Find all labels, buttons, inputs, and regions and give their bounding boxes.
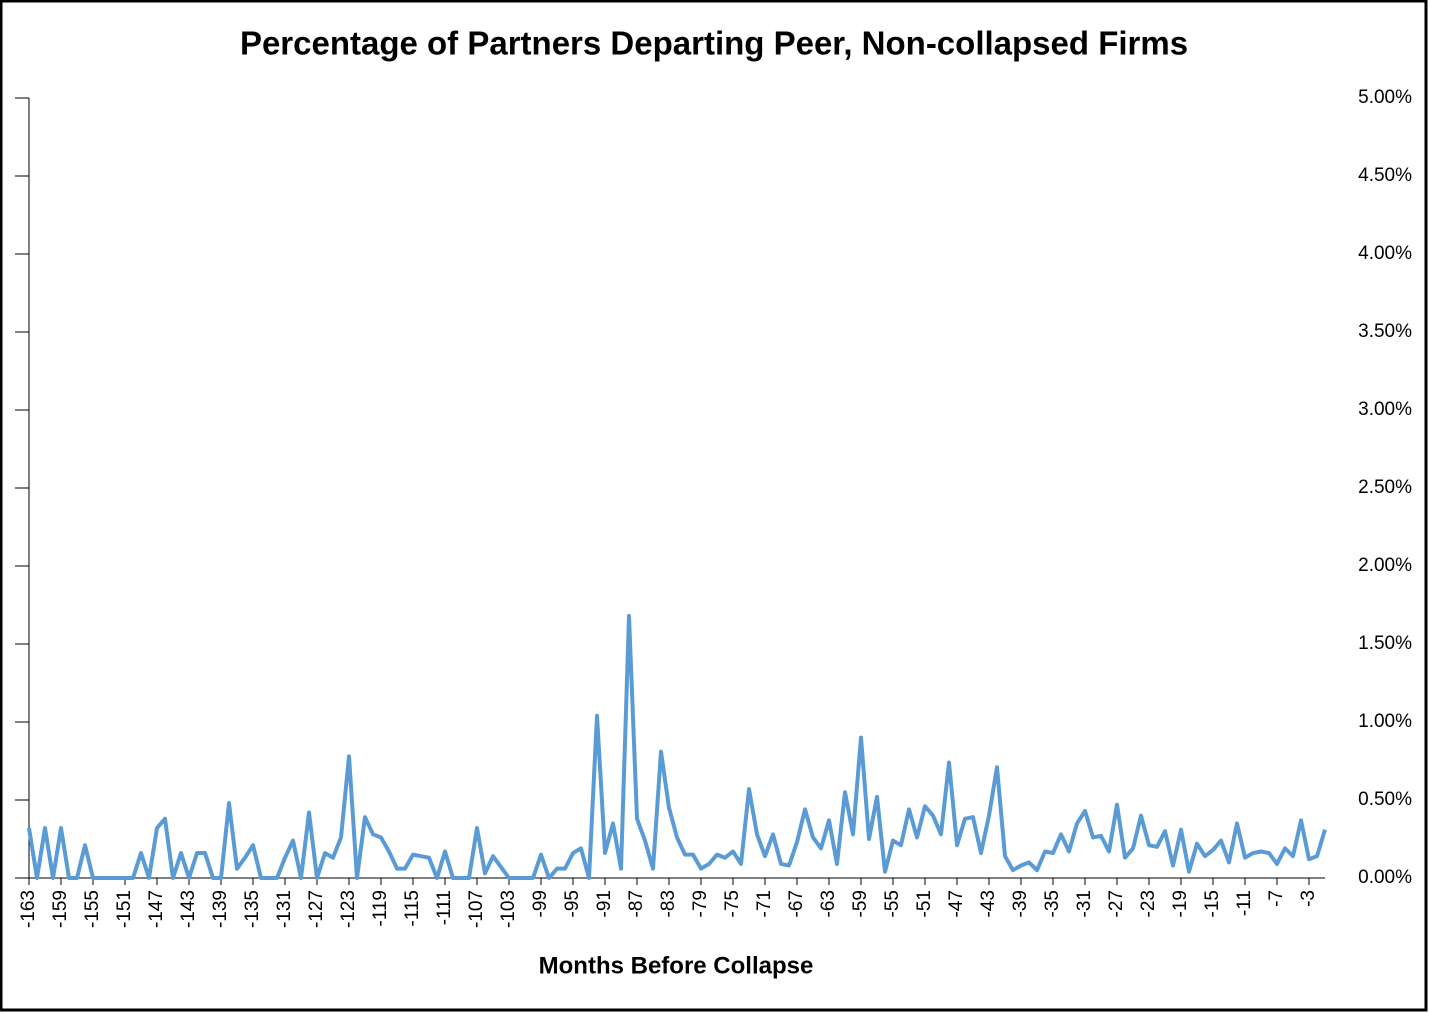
x-tick-label: -67	[786, 890, 807, 917]
x-tick-label: -35	[1042, 890, 1063, 917]
x-tick-label: -3	[1298, 890, 1319, 907]
y-tick-label: 2.00%	[1358, 555, 1412, 576]
x-tick-label: -147	[146, 890, 167, 928]
x-tick-label: -103	[498, 890, 519, 928]
x-tick-label: -75	[722, 890, 743, 917]
x-tick-label: -99	[530, 890, 551, 917]
y-tick-label: 2.50%	[1358, 477, 1412, 498]
x-tick-label: -43	[978, 890, 999, 917]
x-tick-label: -151	[114, 890, 135, 928]
x-tick-label: -119	[370, 890, 391, 927]
x-tick-label: -127	[306, 890, 327, 928]
y-tick-label: 0.00%	[1358, 867, 1412, 888]
x-tick-label: -135	[242, 890, 263, 928]
x-tick-label: -87	[626, 890, 647, 917]
x-tick-label: -27	[1106, 890, 1127, 917]
x-tick-label: -39	[1010, 890, 1031, 917]
x-tick-label: -31	[1074, 890, 1095, 917]
y-tick-label: 4.50%	[1358, 165, 1412, 186]
x-tick-label: -23	[1138, 890, 1159, 917]
y-tick-label: 3.50%	[1358, 321, 1412, 342]
x-tick-label: -11	[1234, 890, 1255, 916]
x-tick-label: -7	[1266, 890, 1287, 907]
chart-title: Percentage of Partners Departing Peer, N…	[240, 25, 1188, 62]
y-tick-label: 4.00%	[1358, 243, 1412, 264]
x-tick-label: -19	[1170, 890, 1191, 917]
x-tick-label: -163	[18, 890, 39, 928]
x-tick-label: -131	[274, 890, 295, 928]
x-tick-label: -79	[690, 890, 711, 917]
x-tick-label: -83	[658, 890, 679, 917]
x-tick-label: -63	[818, 890, 839, 917]
x-tick-label: -15	[1202, 890, 1223, 917]
x-tick-label: -47	[946, 890, 967, 917]
x-tick-label: -51	[914, 890, 935, 917]
y-tick-label: 3.00%	[1358, 399, 1412, 420]
x-tick-label: -91	[594, 890, 615, 917]
x-tick-label: -95	[562, 890, 583, 917]
x-tick-label: -123	[338, 890, 359, 928]
x-tick-label: -143	[178, 890, 199, 928]
x-tick-label: -71	[754, 890, 775, 917]
x-tick-label: -111	[434, 890, 455, 925]
y-tick-label: 1.00%	[1358, 711, 1412, 732]
x-tick-label: -59	[850, 890, 871, 917]
x-tick-label: -159	[50, 890, 71, 928]
x-tick-label: -155	[82, 890, 103, 928]
x-axis-label: Months Before Collapse	[539, 952, 814, 979]
y-tick-label: 1.50%	[1358, 633, 1412, 654]
line-series	[27, 613, 1327, 880]
y-tick-label: 0.50%	[1358, 789, 1412, 810]
x-tick-label: -107	[466, 890, 487, 928]
y-tick-label: 5.00%	[1358, 87, 1412, 108]
x-tick-label: -139	[210, 890, 231, 928]
x-tick-label: -115	[402, 890, 423, 927]
x-tick-label: -55	[882, 890, 903, 917]
